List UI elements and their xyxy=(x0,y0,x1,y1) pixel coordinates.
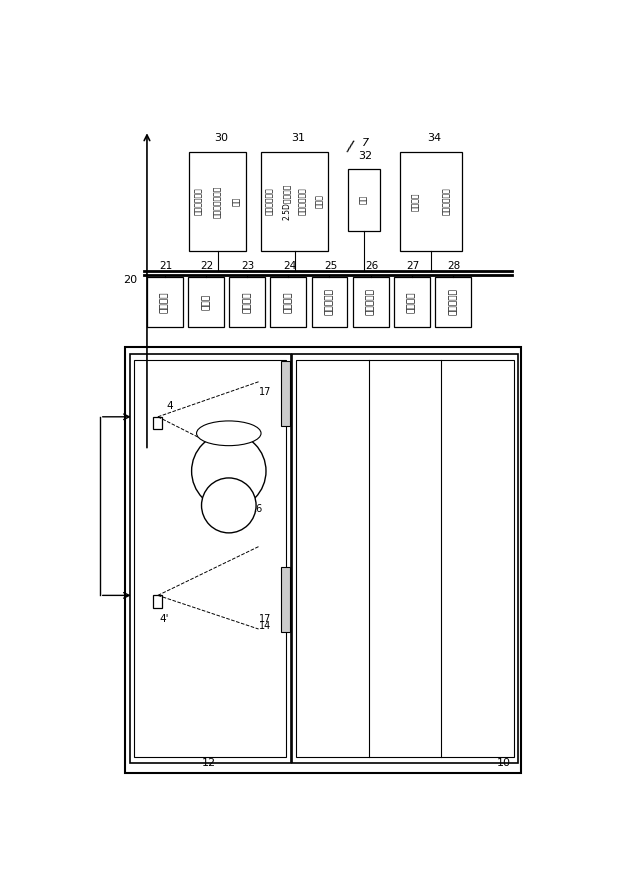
Bar xyxy=(281,567,290,632)
Text: 特徴量: 特徴量 xyxy=(315,194,324,209)
Text: 22: 22 xyxy=(200,260,214,270)
Bar xyxy=(125,347,522,773)
Text: 27: 27 xyxy=(406,260,420,270)
Bar xyxy=(353,277,388,326)
Text: 特徴量抽出: 特徴量抽出 xyxy=(325,288,334,315)
Bar xyxy=(400,152,462,252)
Bar xyxy=(147,277,182,326)
Text: データ：: データ： xyxy=(411,193,420,211)
Bar xyxy=(261,152,328,252)
Bar xyxy=(188,277,224,326)
Text: 17: 17 xyxy=(259,614,271,624)
Text: 24: 24 xyxy=(283,260,296,270)
Bar xyxy=(296,360,513,757)
Text: 4: 4 xyxy=(167,401,173,411)
Text: 21: 21 xyxy=(159,260,173,270)
Bar xyxy=(154,417,163,429)
Text: 25: 25 xyxy=(324,260,337,270)
Text: 食品: 食品 xyxy=(232,197,241,206)
Bar xyxy=(281,361,290,426)
Text: 34: 34 xyxy=(428,134,442,144)
Text: /: / xyxy=(346,139,355,155)
Text: 統　合: 統 合 xyxy=(202,293,211,310)
Ellipse shape xyxy=(202,478,256,533)
Bar xyxy=(394,277,429,326)
Bar xyxy=(292,354,518,763)
Text: 食品の種類、: 食品の種類、 xyxy=(298,187,307,215)
Bar xyxy=(435,277,471,326)
Text: 平面検出: 平面検出 xyxy=(160,291,170,312)
Text: 32: 32 xyxy=(358,152,372,161)
Text: 2.5Dデータ、: 2.5Dデータ、 xyxy=(282,183,291,219)
Ellipse shape xyxy=(191,434,266,508)
Ellipse shape xyxy=(196,421,261,446)
Text: 16: 16 xyxy=(251,504,264,514)
Text: 30: 30 xyxy=(214,134,228,144)
Bar xyxy=(134,360,286,757)
Text: 通信: 通信 xyxy=(360,195,369,204)
Text: 形状、カラー、: 形状、カラー、 xyxy=(213,186,222,218)
Text: 14: 14 xyxy=(259,621,271,631)
Bar xyxy=(229,277,265,326)
Bar xyxy=(154,595,163,607)
Bar xyxy=(271,277,306,326)
Bar xyxy=(129,354,291,763)
Text: 食品識別: 食品識別 xyxy=(407,291,417,312)
Text: 12: 12 xyxy=(202,758,216,768)
Text: 食品量計算: 食品量計算 xyxy=(449,288,458,315)
Text: 17: 17 xyxy=(259,387,271,397)
Text: 7: 7 xyxy=(362,137,369,148)
Text: 切り分け: 切り分け xyxy=(243,291,252,312)
Text: 20: 20 xyxy=(123,275,137,285)
Bar xyxy=(189,152,246,252)
Bar xyxy=(348,169,380,231)
Text: 食器データ：: 食器データ： xyxy=(194,187,203,215)
Text: 4': 4' xyxy=(159,614,169,624)
Text: 31: 31 xyxy=(291,134,305,144)
Text: 学習データ、: 学習データ、 xyxy=(265,187,274,215)
Bar xyxy=(312,277,348,326)
Text: 中実度計算: 中実度計算 xyxy=(366,288,375,315)
Text: 体積計算: 体積計算 xyxy=(284,291,293,312)
Text: 28: 28 xyxy=(447,260,461,270)
Text: 26: 26 xyxy=(365,260,378,270)
Text: 10: 10 xyxy=(497,758,511,768)
Text: 栄養価、値段: 栄養価、値段 xyxy=(442,187,451,215)
Text: 23: 23 xyxy=(242,260,255,270)
